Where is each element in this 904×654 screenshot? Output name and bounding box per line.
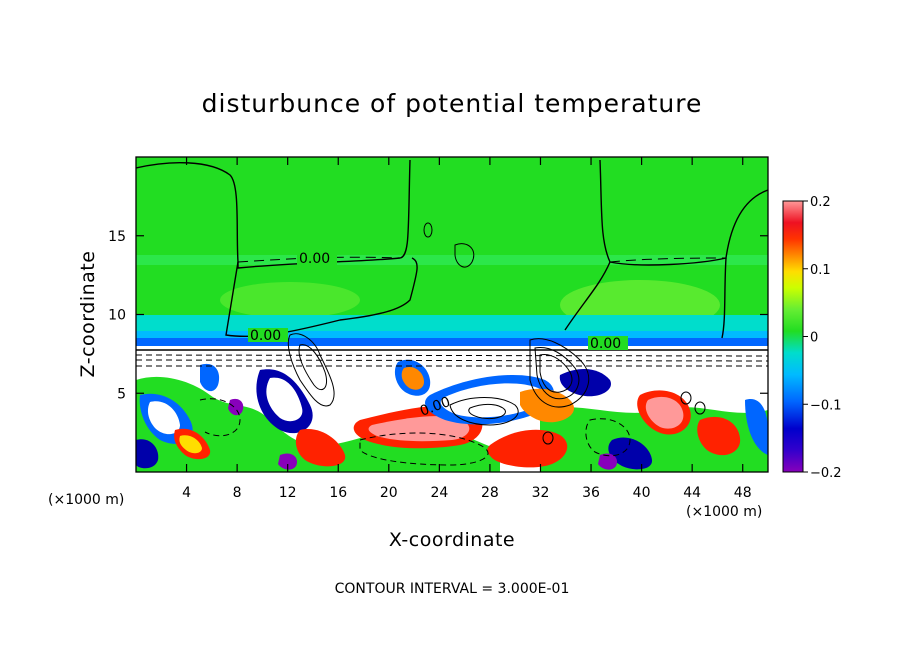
colorbar-tick-label: 0.1 <box>810 263 831 278</box>
field-sky-band <box>136 331 768 339</box>
contour-loop <box>694 401 706 415</box>
y-tick-label: 10 <box>108 308 126 324</box>
turbulence-yellow <box>179 435 202 454</box>
turbulence-red <box>697 416 741 456</box>
y-tick-label: 5 <box>117 386 126 402</box>
contour-zero-mid <box>564 261 611 331</box>
turbulence-red <box>487 429 568 468</box>
contour-negative <box>136 359 768 362</box>
turbulence-core <box>147 401 180 435</box>
x-axis: 4 8 12 16 20 24 28 32 36 40 44 48 <box>182 157 752 501</box>
contour-zero-upper <box>599 159 768 266</box>
contour-label-bg <box>297 251 337 265</box>
contour-zero-mid <box>721 257 727 339</box>
field-warm-patch <box>220 282 360 318</box>
turbulence-orange <box>520 388 575 423</box>
turbulence-blue <box>745 399 768 455</box>
colorbar-tick-label: −0.2 <box>810 466 842 481</box>
y-tick-label: 15 <box>108 229 126 245</box>
contour-negative <box>199 398 241 437</box>
colorbar <box>782 200 804 473</box>
contour-loop <box>449 397 519 426</box>
x-tick-label: 48 <box>734 485 752 501</box>
x-unit-right: (×1000 m) <box>686 504 762 520</box>
colorbar-tick-label: 0 <box>810 331 818 346</box>
turbulence-purple <box>228 398 244 416</box>
colorbar-tick-label: 0.2 <box>810 195 831 210</box>
contour-label-bg <box>248 328 288 342</box>
y-axis: 5 10 15 <box>108 229 768 402</box>
contour-vortex <box>529 338 590 408</box>
turbulence-navy <box>559 368 611 397</box>
colorbar-ticks: 0.2 0.1 0 −0.1 −0.2 <box>803 195 842 481</box>
turbulence-red <box>295 429 346 467</box>
turbulence-purple <box>598 453 618 470</box>
x-tick-label: 12 <box>279 485 297 501</box>
x-tick-label: 8 <box>233 485 242 501</box>
x-tick-label: 4 <box>182 485 191 501</box>
y-axis-label: Z-coordinate <box>77 251 99 378</box>
chart-title: disturbunce of potential temperature <box>202 89 703 118</box>
x-tick-label: 44 <box>683 485 701 501</box>
field-blue-band <box>136 338 768 346</box>
contour-loop <box>542 431 554 445</box>
turbulence-pink <box>645 396 684 429</box>
contour-loop <box>454 243 475 268</box>
field-cyan-band <box>136 315 768 333</box>
x-tick-label: 20 <box>380 485 398 501</box>
turbulence-purple <box>278 453 298 470</box>
contour-loop <box>468 403 506 419</box>
x-unit-left: (×1000 m) <box>48 492 124 508</box>
turbulence-navy <box>136 439 159 469</box>
turbulence-core <box>266 377 303 422</box>
contour-vortex <box>539 353 573 393</box>
contour-label: 0.00 <box>299 251 330 267</box>
contour-vortex <box>534 346 580 400</box>
contour-negative <box>585 418 631 457</box>
contour-interval-note: CONTOUR INTERVAL = 3.000E-01 <box>335 581 570 597</box>
contour-negative <box>136 354 768 357</box>
turbulence-blue <box>200 363 220 392</box>
x-tick-label: 24 <box>430 485 448 501</box>
turbulence-orange <box>401 366 424 390</box>
x-tick-label: 36 <box>582 485 600 501</box>
x-tick-label: 40 <box>633 485 651 501</box>
contour-label: 0.00 <box>250 328 281 344</box>
contour-label: 0.00 <box>590 336 621 352</box>
x-tick-label: 16 <box>329 485 347 501</box>
contour-loop <box>423 222 433 238</box>
x-tick-label: 28 <box>481 485 499 501</box>
contour-zero-upper <box>136 159 411 269</box>
x-axis-label: X-coordinate <box>389 529 515 551</box>
heatmap-field <box>136 157 768 472</box>
contour-loop <box>680 391 692 405</box>
x-tick-label: 32 <box>532 485 550 501</box>
colorbar-tick-label: −0.1 <box>810 398 842 413</box>
contour-vortex <box>287 333 335 407</box>
field-band <box>136 255 768 265</box>
contour-label-bg <box>588 336 628 350</box>
turbulence-green <box>136 376 500 472</box>
turbulence-navy <box>608 437 653 470</box>
contour-vortex <box>298 344 328 390</box>
